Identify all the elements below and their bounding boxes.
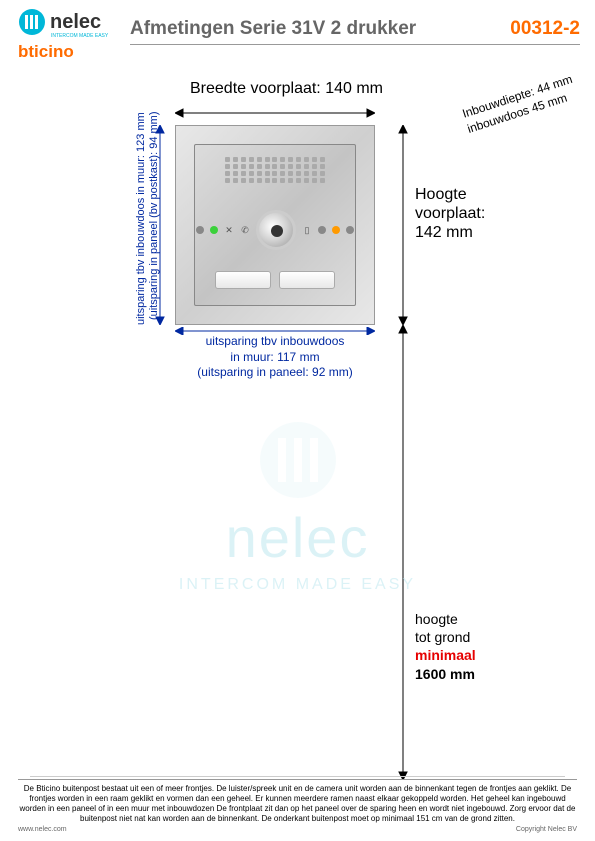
svg-text:nelec: nelec: [50, 11, 101, 33]
ground-height-label: hoogte tot grond minimaal 1600 mm: [415, 610, 476, 683]
phone-icon: ✆: [240, 225, 250, 235]
card-icon: ▯: [302, 225, 312, 235]
header: nelec INTERCOM MADE EASY bticino Afmetin…: [0, 0, 595, 60]
height-label: Hoogte voorplaat: 142 mm: [415, 185, 485, 243]
watermark-sub: INTERCOM MADE EASY: [0, 576, 595, 594]
below-recess-label: uitsparing tbv inbouwdoos in muur: 117 m…: [175, 334, 375, 381]
ground-arrow: [398, 325, 408, 780]
led-dot: [318, 226, 326, 234]
width-arrow: [175, 108, 375, 118]
call-button-2[interactable]: [279, 271, 335, 289]
footer-copyright: Copyright Nelec BV: [516, 826, 577, 833]
speaker-grille: [225, 157, 325, 185]
width-label: Breedte voorplaat: 140 mm: [190, 80, 383, 98]
camera-lens: [256, 210, 296, 250]
watermark-title: nelec: [0, 505, 595, 570]
intercom-panel: ✕ ✆ ▯: [175, 125, 375, 325]
height-arrow: [398, 125, 408, 325]
footer-description: De Bticino buitenpost bestaat uit een of…: [18, 779, 577, 824]
indicator-row: ✕ ✆ ▯: [195, 210, 355, 250]
led-green: [210, 226, 218, 234]
footer: De Bticino buitenpost bestaat uit een of…: [0, 773, 595, 841]
page-title: Afmetingen Serie 31V 2 drukker: [130, 18, 416, 40]
footer-url: www.nelec.com: [18, 826, 67, 833]
depth-label: Inbouwdiepte: 44 mminbouwdoos 45 mm: [461, 72, 580, 137]
watermark: nelec INTERCOM MADE EASY: [0, 420, 595, 594]
mute-icon: ✕: [224, 225, 234, 235]
diagram-area: Breedte voorplaat: 140 mm Inbouwdiepte: …: [0, 70, 595, 791]
nelec-tagline: INTERCOM MADE EASY: [51, 33, 109, 39]
led-orange: [332, 226, 340, 234]
logo-nelec: nelec INTERCOM MADE EASY: [18, 8, 118, 45]
product-code: 00312-2: [510, 18, 580, 40]
left-recess-outer: uitsparing tbv inbouwdoos in muur: 123 m…: [135, 112, 147, 325]
logo-bticino: bticino: [18, 42, 98, 67]
call-button-1[interactable]: [215, 271, 271, 289]
svg-text:bticino: bticino: [18, 42, 74, 61]
panel-inner: ✕ ✆ ▯: [194, 144, 356, 306]
name-buttons: [215, 271, 335, 289]
title-bar: Afmetingen Serie 31V 2 drukker 00312-2: [130, 18, 580, 45]
led-dot: [346, 226, 354, 234]
left-arrow: [155, 125, 165, 325]
led-dot: [196, 226, 204, 234]
